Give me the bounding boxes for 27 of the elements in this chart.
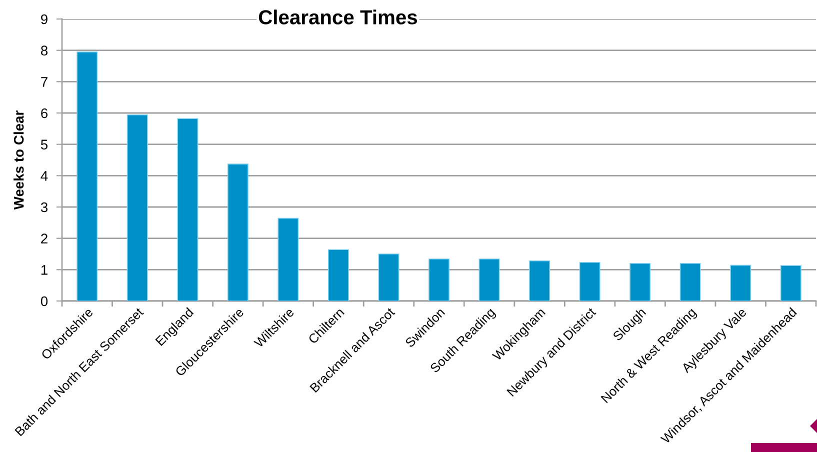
y-tick-label: 0 <box>40 296 48 306</box>
bar <box>780 265 802 301</box>
bar <box>529 260 550 301</box>
bar <box>378 254 400 301</box>
y-tick-label: 7 <box>41 77 48 87</box>
chart-title: Clearance Times <box>258 10 418 24</box>
bar <box>579 262 600 301</box>
y-tick-label: 9 <box>41 14 48 24</box>
bar <box>126 114 148 301</box>
bar <box>177 118 198 301</box>
y-tick-label: 2 <box>41 234 48 244</box>
bar <box>428 258 450 301</box>
bar <box>227 164 248 301</box>
y-tick-label: 8 <box>40 46 48 56</box>
y-tick-label: 3 <box>40 202 48 212</box>
bar <box>730 264 752 301</box>
bar <box>630 262 651 301</box>
y-tick-label: 4 <box>40 171 48 181</box>
bar <box>680 262 701 301</box>
bar <box>328 249 349 301</box>
y-tick-label: 5 <box>40 140 48 150</box>
bar <box>76 51 98 301</box>
y-axis-title: Weeks to Clear <box>14 110 24 210</box>
y-tick-label: 1 <box>41 265 48 275</box>
bar <box>478 258 500 301</box>
y-tick-label: 6 <box>41 108 48 118</box>
bar <box>278 218 299 301</box>
